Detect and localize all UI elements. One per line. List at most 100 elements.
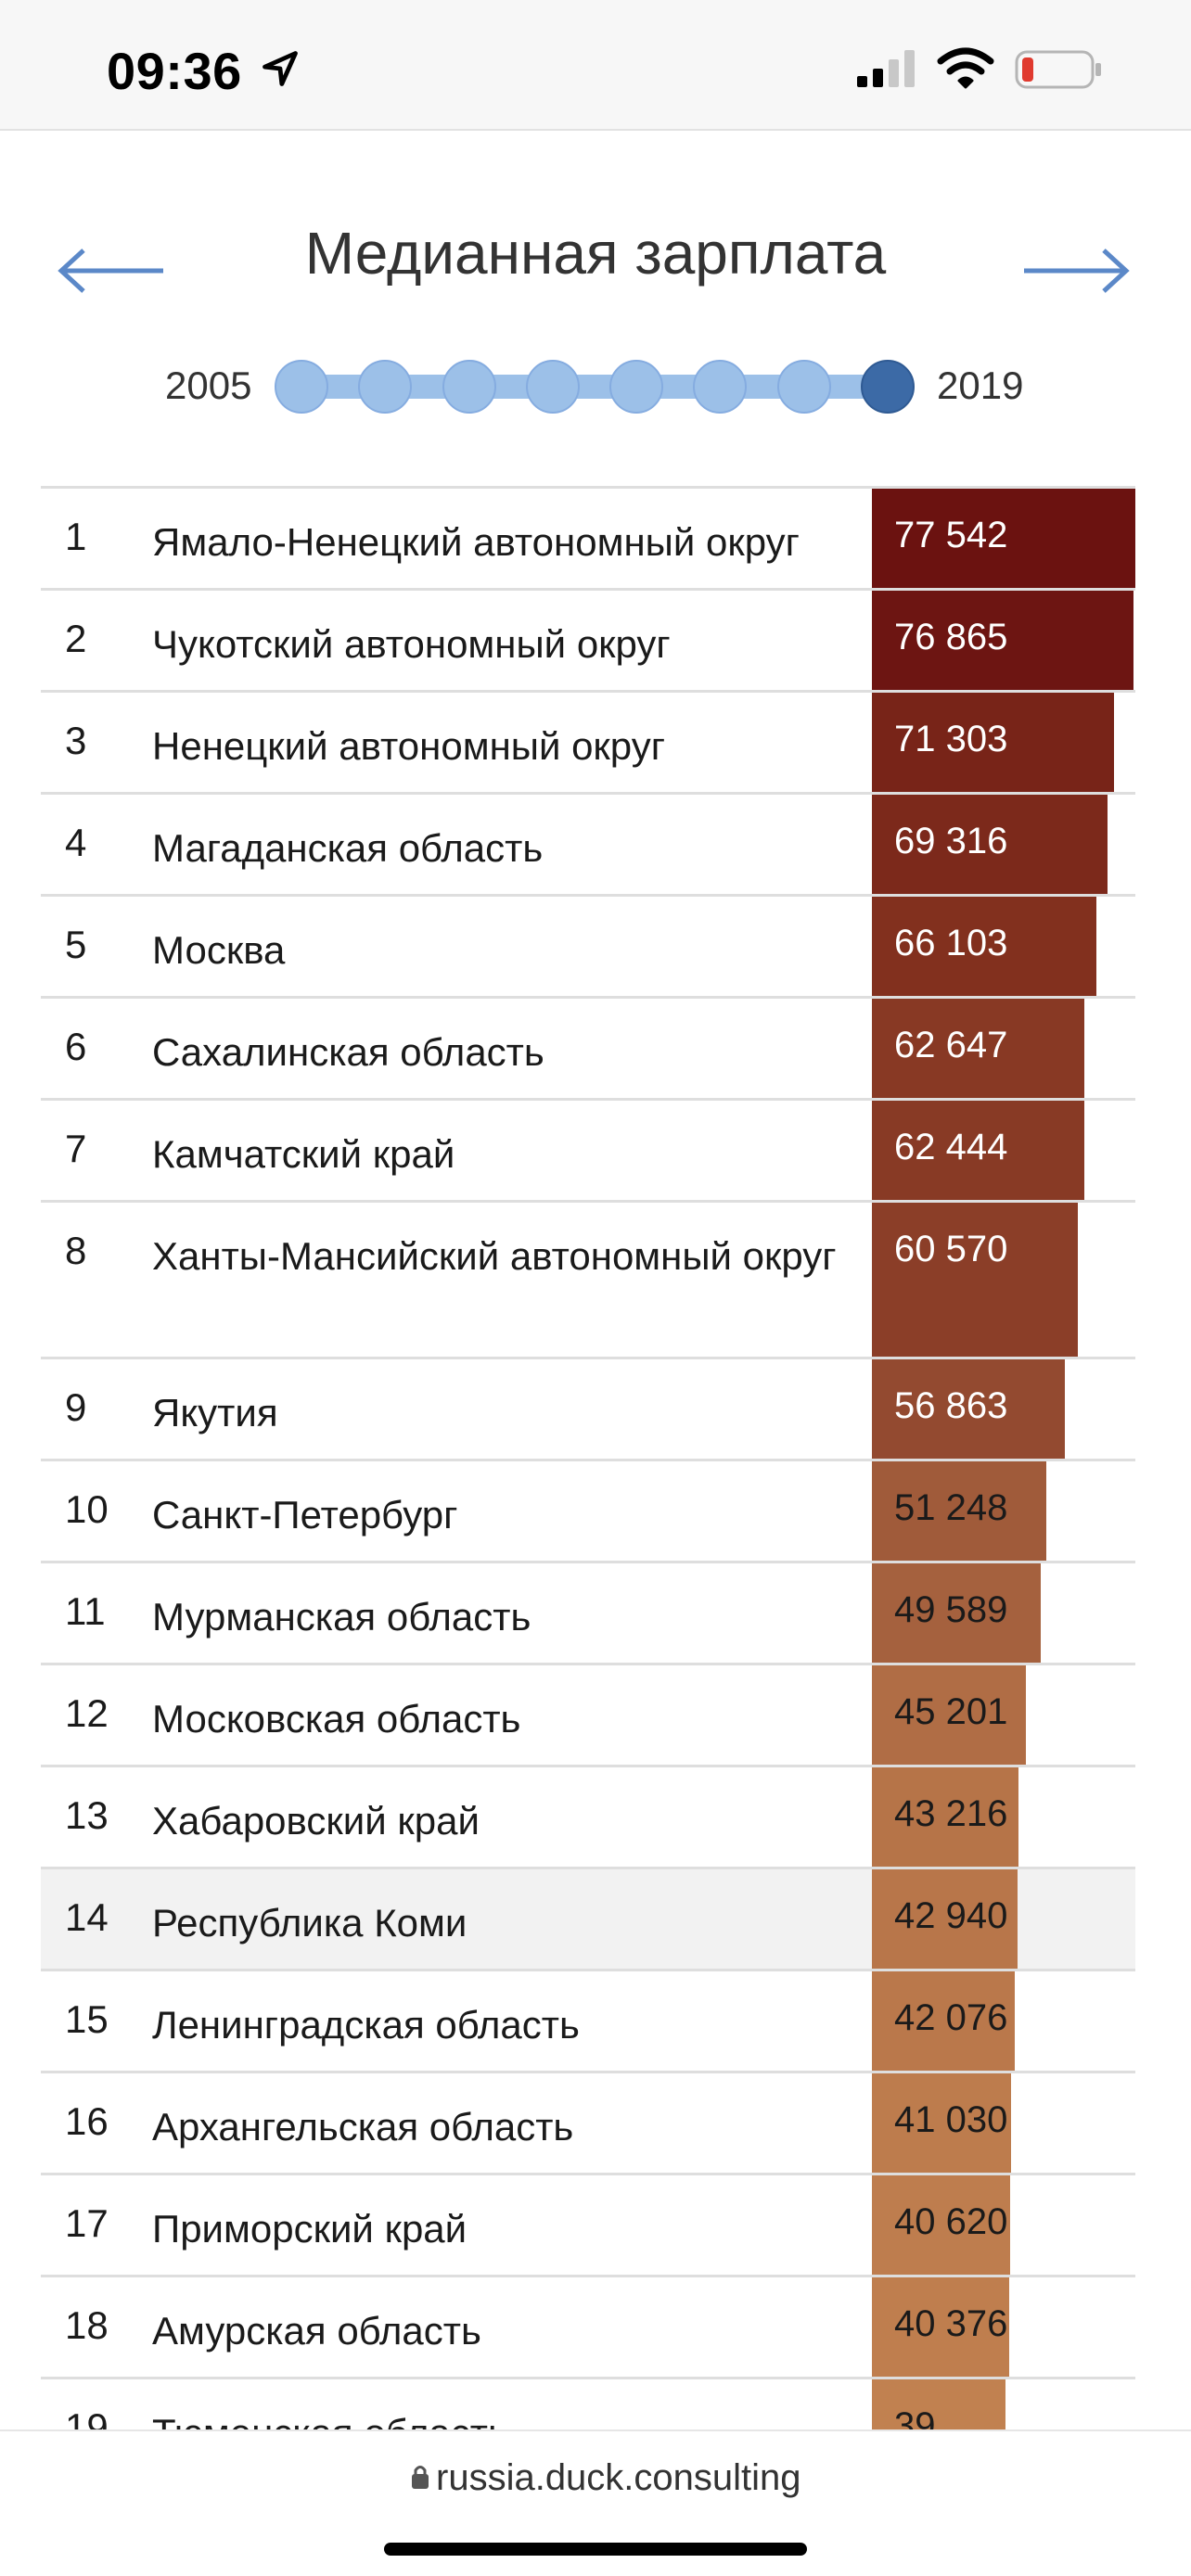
salary-value: 66 103 bbox=[894, 923, 1008, 963]
table-row[interactable]: 13 Хабаровский край 43 216 bbox=[41, 1765, 1135, 1867]
year-slider-stop[interactable] bbox=[525, 360, 580, 414]
rank-number: 9 bbox=[65, 1385, 87, 1429]
salary-bar: 42 076 bbox=[872, 1971, 1015, 2071]
rank-number: 4 bbox=[65, 821, 87, 864]
year-end-label: 2019 bbox=[937, 363, 1024, 407]
rank-number: 18 bbox=[65, 2303, 109, 2347]
salary-bar: 43 216 bbox=[872, 1767, 1018, 1867]
rank-number: 14 bbox=[65, 1895, 109, 1939]
table-row[interactable]: 1 Ямало-Ненецкий автономный округ 77 542 bbox=[41, 486, 1135, 588]
table-row[interactable]: 16 Архангельская область 41 030 bbox=[41, 2071, 1135, 2173]
table-row[interactable]: 11 Мурманская область 49 589 bbox=[41, 1561, 1135, 1663]
region-name: Приморский край bbox=[152, 2207, 467, 2251]
rank-number: 13 bbox=[65, 1793, 109, 1837]
browser-bottom-bar: russia.duck.consulting bbox=[0, 2429, 1191, 2576]
region-name: Ханты-Мансийский автономный округ bbox=[152, 1234, 837, 1278]
salary-value: 42 076 bbox=[894, 1997, 1008, 2038]
salary-bar: 51 248 bbox=[872, 1461, 1046, 1561]
salary-bar: 60 570 bbox=[872, 1203, 1078, 1357]
region-name: Якутия bbox=[152, 1391, 278, 1435]
year-slider-stop[interactable] bbox=[358, 360, 413, 414]
status-bar: 09:36 bbox=[0, 0, 1191, 131]
table-row[interactable]: 7 Камчатский край 62 444 bbox=[41, 1098, 1135, 1200]
rank-number: 16 bbox=[65, 2099, 109, 2143]
table-row[interactable]: 18 Амурская область 40 376 bbox=[41, 2275, 1135, 2377]
salary-bar: 45 201 bbox=[872, 1665, 1026, 1765]
table-row[interactable]: 2 Чукотский автономный округ 76 865 bbox=[41, 588, 1135, 690]
salary-value: 40 376 bbox=[894, 2303, 1008, 2344]
table-row[interactable]: 10 Санкт-Петербург 51 248 bbox=[41, 1459, 1135, 1561]
salary-bar: 69 316 bbox=[872, 795, 1108, 894]
salary-value: 49 589 bbox=[894, 1589, 1008, 1630]
rank-number: 6 bbox=[65, 1025, 87, 1068]
salary-value: 51 248 bbox=[894, 1487, 1008, 1528]
rank-number: 2 bbox=[65, 617, 87, 660]
table-row[interactable]: 5 Москва 66 103 bbox=[41, 894, 1135, 996]
home-indicator[interactable] bbox=[384, 2543, 807, 2556]
rank-number: 8 bbox=[65, 1229, 87, 1272]
salary-bar: 40 376 bbox=[872, 2277, 1009, 2377]
rank-number: 11 bbox=[65, 1589, 106, 1633]
lock-icon bbox=[412, 2466, 429, 2489]
region-name: Чукотский автономный округ bbox=[152, 622, 671, 666]
salary-bar: 42 940 bbox=[872, 1869, 1018, 1969]
year-slider-stop[interactable] bbox=[442, 360, 496, 414]
salary-value: 60 570 bbox=[894, 1229, 1008, 1269]
region-name: Сахалинская область bbox=[152, 1030, 544, 1074]
year-slider-stop[interactable] bbox=[861, 360, 915, 414]
year-slider-stop[interactable] bbox=[776, 360, 831, 414]
table-row[interactable]: 9 Якутия 56 863 bbox=[41, 1357, 1135, 1459]
year-slider-stop[interactable] bbox=[609, 360, 664, 414]
rank-number: 15 bbox=[65, 1997, 109, 2041]
salary-bar: 62 444 bbox=[872, 1101, 1084, 1200]
salary-value: 77 542 bbox=[894, 515, 1008, 555]
salary-value: 76 865 bbox=[894, 617, 1008, 657]
salary-value: 62 444 bbox=[894, 1127, 1008, 1167]
salary-bar: 49 589 bbox=[872, 1563, 1041, 1663]
rank-number: 17 bbox=[65, 2201, 109, 2245]
rank-number: 5 bbox=[65, 923, 87, 966]
salary-bar: 56 863 bbox=[872, 1359, 1065, 1459]
year-slider-stop[interactable] bbox=[275, 360, 328, 414]
url-bar[interactable]: russia.duck.consulting bbox=[436, 2457, 801, 2498]
table-row[interactable]: 6 Сахалинская область 62 647 bbox=[41, 996, 1135, 1098]
region-name: Камчатский край bbox=[152, 1132, 455, 1176]
page-title: Медианная зарплата bbox=[304, 220, 887, 287]
year-slider-stop[interactable] bbox=[693, 360, 748, 414]
table-row[interactable]: 14 Республика Коми 42 940 bbox=[41, 1867, 1135, 1969]
ranking-table: 1 Ямало-Ненецкий автономный округ 77 542 2 Ч… bbox=[41, 486, 1135, 2488]
salary-bar: 76 865 bbox=[872, 591, 1133, 690]
salary-bar: 41 030 bbox=[872, 2073, 1011, 2173]
salary-value: 71 303 bbox=[894, 719, 1008, 759]
salary-value: 56 863 bbox=[894, 1385, 1008, 1426]
table-row[interactable]: 17 Приморский край 40 620 bbox=[41, 2173, 1135, 2275]
region-name: Ненецкий автономный округ bbox=[152, 724, 666, 768]
cellular-signal-icon bbox=[857, 50, 915, 87]
salary-bar: 66 103 bbox=[872, 897, 1096, 996]
salary-value: 62 647 bbox=[894, 1025, 1008, 1065]
region-name: Магаданская область bbox=[152, 826, 544, 870]
location-arrow-icon bbox=[263, 51, 298, 86]
rank-number: 3 bbox=[65, 719, 87, 762]
rank-number: 7 bbox=[65, 1127, 87, 1170]
table-row[interactable]: 8 Ханты-Мансийский автономный округ 60 570 bbox=[41, 1200, 1135, 1357]
year-start-label: 2005 bbox=[165, 363, 252, 407]
salary-value: 45 201 bbox=[894, 1691, 1008, 1732]
table-row[interactable]: 4 Магаданская область 69 316 bbox=[41, 792, 1135, 894]
battery-icon bbox=[1015, 50, 1101, 89]
next-arrow-icon[interactable] bbox=[1018, 243, 1133, 299]
table-row[interactable]: 15 Ленинградская область 42 076 bbox=[41, 1969, 1135, 2071]
table-row[interactable]: 3 Ненецкий автономный округ 71 303 bbox=[41, 690, 1135, 792]
salary-bar: 71 303 bbox=[872, 693, 1114, 792]
region-name: Хабаровский край bbox=[152, 1799, 480, 1843]
previous-arrow-icon[interactable] bbox=[54, 243, 169, 299]
salary-bar: 40 620 bbox=[872, 2175, 1010, 2275]
region-name: Архангельская область bbox=[152, 2105, 574, 2149]
region-name: Амурская область bbox=[152, 2309, 481, 2353]
region-name: Москва bbox=[152, 928, 286, 972]
table-row[interactable]: 12 Московская область 45 201 bbox=[41, 1663, 1135, 1765]
wifi-icon bbox=[937, 47, 994, 89]
salary-value: 40 620 bbox=[894, 2201, 1008, 2242]
region-name: Санкт-Петербург bbox=[152, 1493, 458, 1537]
